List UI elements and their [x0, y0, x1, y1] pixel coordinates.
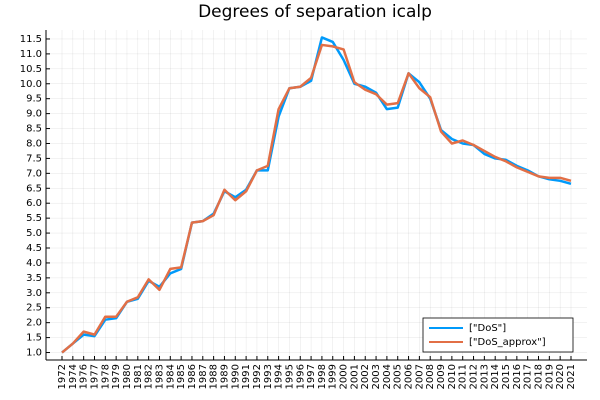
- x-tick-label: 1987: [198, 364, 209, 389]
- x-tick-label: 2011: [458, 364, 469, 389]
- line: [61, 36, 572, 354]
- x-tick-label: 2016: [512, 364, 523, 389]
- y-tick-label: 9.5: [26, 94, 42, 105]
- x-tick-label: 1992: [252, 364, 263, 389]
- x-tick-label: 1997: [306, 364, 317, 389]
- x-tick-label: 1979: [111, 364, 122, 389]
- x-tick-label: 1978: [100, 364, 111, 389]
- y-tick-label: 6.0: [26, 198, 42, 209]
- x-tick-label: 1998: [317, 364, 328, 389]
- x-tick-label: 2012: [469, 364, 480, 389]
- y-tick-label: 5.5: [26, 213, 42, 224]
- x-tick-label: 1988: [209, 364, 220, 389]
- x-tick-label: 1993: [263, 364, 274, 389]
- x-tick-label: 1980: [122, 364, 133, 389]
- y-tick-label: 8.5: [26, 124, 42, 135]
- x-tick-label: 1990: [230, 364, 241, 389]
- x-tick-label: 1995: [284, 364, 295, 389]
- y-tick-label: 2.0: [26, 318, 42, 329]
- y-tick-label: 2.5: [26, 303, 42, 314]
- y-tick-label: 10.0: [20, 79, 42, 90]
- legend-label: ["DoS_approx"]: [469, 337, 546, 348]
- x-tick-label: 2015: [501, 364, 512, 389]
- y-tick-label: 1.5: [26, 333, 42, 344]
- x-tick-label: 2009: [436, 364, 447, 389]
- x-tick-label: 2008: [425, 364, 436, 389]
- chart-title: Degrees of separation icalp: [198, 2, 432, 22]
- y-tick-label: 4.5: [26, 243, 42, 254]
- x-tick-label: 2021: [566, 364, 577, 389]
- x-tick-label: 1985: [176, 364, 187, 389]
- x-tick-label: 1981: [133, 364, 144, 389]
- x-tick-label: 1999: [328, 364, 339, 389]
- y-tick-label: 10.5: [20, 64, 42, 75]
- y-tick-label: 11.0: [20, 49, 42, 60]
- x-tick-label: 2017: [523, 364, 534, 389]
- x-tick-label: 1989: [219, 364, 230, 389]
- x-tick-label: 2018: [534, 364, 545, 389]
- y-tick-label: 3.5: [26, 273, 42, 284]
- line: [61, 43, 572, 354]
- x-tick-label: 1994: [274, 364, 285, 389]
- x-tick-label: 1986: [187, 364, 198, 389]
- x-tick-label: 1974: [68, 364, 79, 389]
- legend-label: ["DoS"]: [469, 323, 506, 334]
- y-tick-label: 7.0: [26, 168, 42, 179]
- x-tick-label: 2007: [414, 364, 425, 389]
- x-tick-label: 1991: [241, 364, 252, 389]
- y-tick-label: 6.5: [26, 183, 42, 194]
- x-tick-label: 2006: [404, 364, 415, 389]
- x-tick-label: 2002: [360, 364, 371, 389]
- x-tick-label: 1996: [295, 364, 306, 389]
- x-tick-label: 1976: [79, 364, 90, 389]
- y-tick-label: 5.0: [26, 228, 42, 239]
- x-tick-label: 2013: [479, 364, 490, 389]
- x-tick-label: 2004: [382, 364, 393, 389]
- x-tick-label: 2014: [490, 364, 501, 389]
- y-tick-label: 11.5: [20, 34, 42, 45]
- x-tick-label: 1982: [144, 364, 155, 389]
- x-tick-label: 1983: [154, 364, 165, 389]
- y-tick-label: 4.0: [26, 258, 42, 269]
- y-tick-label: 8.0: [26, 138, 42, 149]
- x-tick-label: 2001: [349, 364, 360, 389]
- x-tick-label: 2003: [371, 364, 382, 389]
- x-tick-label: 2005: [393, 364, 404, 389]
- y-tick-label: 7.5: [26, 153, 42, 164]
- x-tick-label: 1972: [57, 364, 68, 389]
- x-tick-label: 1984: [165, 364, 176, 389]
- x-tick-label: 2019: [544, 364, 555, 389]
- x-tick-label: 2020: [555, 364, 566, 389]
- y-tick-label: 1.0: [26, 348, 42, 359]
- x-tick-label: 2000: [339, 364, 350, 389]
- y-tick-label: 9.0: [26, 109, 42, 120]
- y-tick-label: 3.0: [26, 288, 42, 299]
- x-tick-label: 1977: [89, 364, 100, 389]
- x-tick-label: 2010: [447, 364, 458, 389]
- legend-box: [422, 317, 574, 353]
